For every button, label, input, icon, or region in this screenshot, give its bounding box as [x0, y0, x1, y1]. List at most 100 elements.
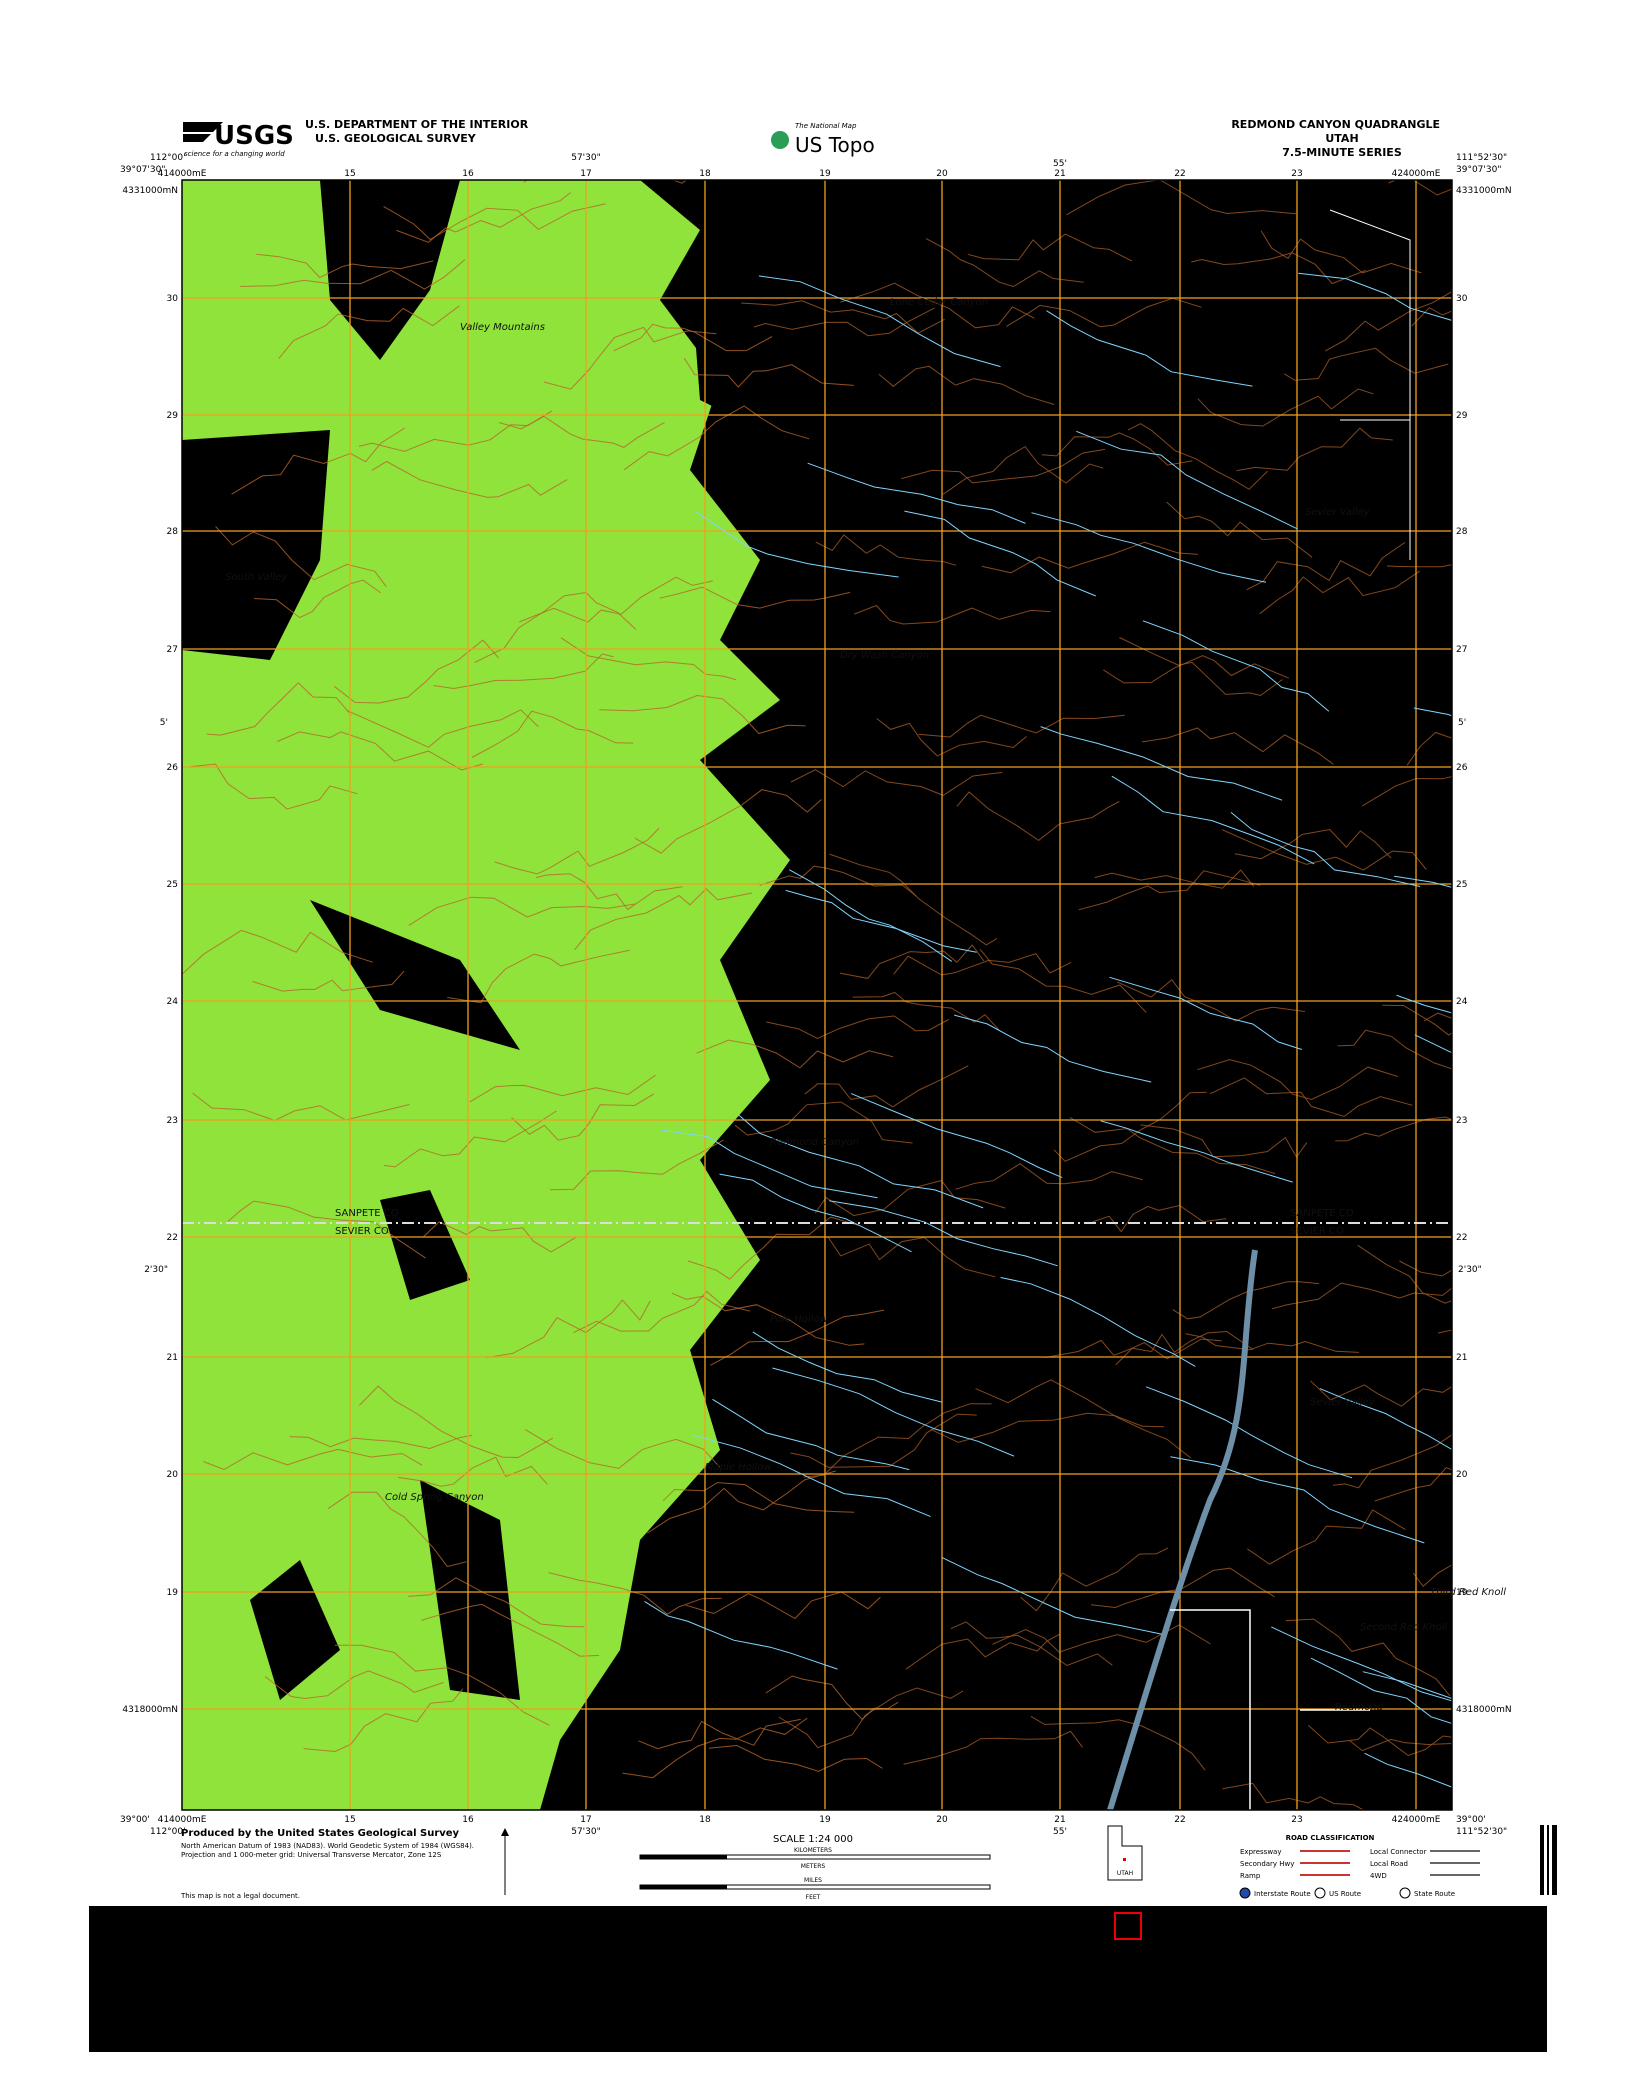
stream [644, 1600, 838, 1670]
northing-label: 28 [1456, 527, 1468, 537]
northing-label: 29 [1456, 411, 1468, 421]
contour [925, 238, 1084, 288]
easting-label: 21 [1054, 1815, 1065, 1825]
map-frame [181, 179, 1453, 1811]
contour [829, 853, 998, 946]
road-type: Local Connector [1370, 1848, 1427, 1856]
northing-label: 27 [167, 645, 178, 655]
northing-label: 25 [167, 880, 178, 890]
logo-tagline: science for a changing world [184, 150, 285, 158]
bottom-band [89, 1906, 1547, 2052]
contour [950, 1621, 1113, 1667]
contour [646, 1470, 836, 1534]
contour [1197, 1059, 1398, 1101]
contour [421, 1603, 600, 1657]
northing-label: 4331000mN [1456, 186, 1512, 196]
route-type: Interstate Route [1254, 1890, 1311, 1898]
easting-label: 414000mE [158, 169, 207, 179]
contour [1234, 828, 1392, 860]
red-marker [1114, 1912, 1142, 1940]
northing-label: 19 [167, 1588, 179, 1598]
corner-coordinate: 39°00' [120, 1815, 150, 1825]
stream [1040, 726, 1283, 801]
contour [574, 888, 753, 951]
contour [1119, 637, 1283, 697]
contour [815, 534, 957, 566]
northing-label: 25 [1456, 880, 1467, 890]
contour [662, 1482, 855, 1513]
contour [1337, 1029, 1452, 1070]
stream [1145, 1386, 1353, 1479]
scale-bar-fill [640, 1885, 727, 1889]
contour [942, 445, 1104, 495]
road [1170, 1609, 1370, 1810]
contour [878, 365, 1055, 405]
contour [1260, 230, 1422, 274]
county-label: SEVIER CO [335, 1226, 389, 1237]
contour [264, 1670, 444, 1700]
contour [1030, 1715, 1206, 1771]
corner-coordinate: 55' [1053, 1827, 1067, 1837]
northing-label: 21 [1456, 1353, 1467, 1363]
contour [827, 1236, 996, 1278]
route-shield [1399, 1887, 1411, 1899]
contour [967, 233, 1133, 262]
contour [384, 1110, 557, 1168]
corner-coordinate: 111°52'30" [1456, 153, 1507, 163]
national-map-icon [771, 131, 789, 149]
contour [1166, 501, 1313, 558]
place-label: Redmond [1335, 1702, 1384, 1713]
contour [1197, 388, 1374, 427]
contour [1386, 564, 1452, 568]
stream [1111, 775, 1315, 865]
route-shield [1314, 1887, 1326, 1899]
contour [1247, 1509, 1406, 1565]
easting-label: 414000mE [158, 1815, 207, 1825]
stream [1362, 1671, 1452, 1700]
contour [1437, 1329, 1452, 1334]
contour [734, 1101, 913, 1144]
contour [981, 541, 1198, 574]
contour [854, 604, 1051, 625]
easting-label: 19 [819, 1815, 831, 1825]
road-type: Ramp [1240, 1872, 1261, 1880]
stream [695, 511, 899, 578]
contour [741, 300, 945, 334]
sevier-river [1107, 1249, 1258, 1810]
corner-coordinate: 2'30" [144, 1265, 168, 1275]
stream [719, 1173, 912, 1253]
contour [471, 710, 634, 758]
northing-label: 19 [1456, 1588, 1468, 1598]
contour [408, 896, 635, 926]
stream [1100, 1120, 1293, 1183]
contour [803, 1403, 992, 1478]
place-labels: Valley Mountains South Valley Lone Cedar C… [225, 297, 1506, 1713]
stream [1396, 994, 1452, 1014]
contour [766, 1015, 949, 1040]
contour [778, 1687, 964, 1749]
stream [758, 275, 1001, 368]
scale: SCALE 1:24 000 [773, 1834, 853, 1845]
department: U.S. DEPARTMENT OF THE INTERIOR [305, 118, 529, 131]
stream [1000, 1277, 1196, 1367]
contour [979, 948, 1147, 1013]
barcode-bar [1547, 1825, 1549, 1895]
contour [277, 731, 483, 771]
contour [918, 714, 1125, 738]
northing-label: 24 [1456, 997, 1468, 1007]
contour [303, 1688, 464, 1753]
stream [788, 869, 953, 962]
road-type: Local Road [1370, 1860, 1408, 1868]
product-brand: The National Map [795, 122, 857, 130]
contour [814, 1179, 1006, 1217]
contour [1332, 1434, 1452, 1489]
contour [548, 1572, 722, 1615]
corner-coordinate: 2'30" [1458, 1265, 1482, 1275]
contour [1078, 870, 1261, 911]
datum-note: North American Datum of 1983 (NAD83). Wo… [181, 1842, 475, 1859]
north-arrow [501, 1828, 509, 1895]
northing-label: 4318000mN [1456, 1705, 1512, 1715]
contour [511, 1093, 655, 1141]
contour [334, 1644, 550, 1726]
